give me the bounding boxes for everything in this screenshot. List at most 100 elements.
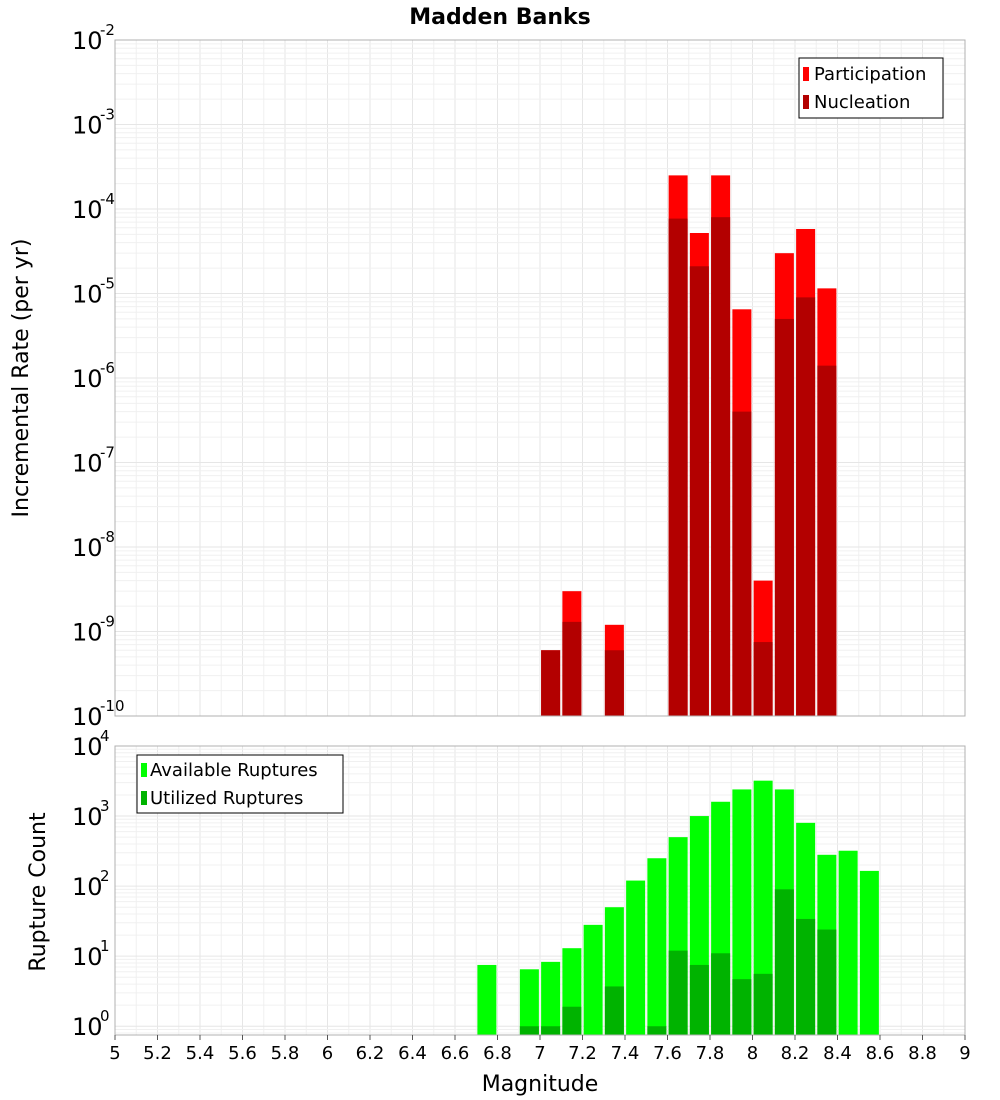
bottom-bar-utilized-ruptures	[689, 964, 709, 1035]
bottom-y-tick-exponent: 0	[100, 1007, 110, 1025]
top-y-tick-exponent: -5	[100, 275, 115, 293]
top-bar-nucleation	[604, 650, 624, 716]
top-bar-nucleation	[796, 297, 816, 716]
x-tick-label: 8.6	[866, 1043, 895, 1064]
top-bar-nucleation	[541, 650, 561, 716]
top-y-tick-exponent: -3	[100, 106, 115, 124]
x-tick-label: 8.8	[908, 1043, 937, 1064]
x-tick-label: 5.2	[143, 1043, 172, 1064]
bottom-bar-available-ruptures	[477, 964, 497, 1035]
top-y-tick-exponent: -2	[100, 21, 115, 39]
top-bar-nucleation	[562, 621, 582, 716]
bottom-y-tick-exponent: 1	[100, 937, 110, 955]
bottom-bar-available-ruptures	[647, 858, 667, 1035]
bottom-y-tick-label: 10	[72, 733, 103, 761]
bottom-bar-available-ruptures	[732, 789, 752, 1035]
top-y-tick-exponent: -6	[100, 359, 115, 377]
participation-legend-swatch	[803, 67, 809, 81]
x-tick-label: 5	[109, 1043, 120, 1064]
top-bar-nucleation	[711, 217, 731, 716]
bottom-bar-available-ruptures	[626, 880, 646, 1035]
top-bars	[541, 175, 837, 716]
available-ruptures-legend-label: Available Ruptures	[150, 760, 318, 781]
x-tick-label: 8.4	[823, 1043, 852, 1064]
nucleation-legend-label: Nucleation	[814, 92, 910, 113]
top-bar-nucleation	[732, 411, 752, 716]
top-bar-nucleation	[689, 266, 709, 716]
bottom-bar-utilized-ruptures	[668, 950, 688, 1035]
x-tick-label: 6.4	[398, 1043, 427, 1064]
top-bar-nucleation	[817, 365, 837, 716]
bottom-y-tick-label: 10	[72, 873, 103, 901]
top-y-tick-label: 10	[72, 365, 103, 393]
x-tick-label: 7.4	[611, 1043, 640, 1064]
top-y-tick-exponent: -4	[100, 190, 115, 208]
bottom-bars	[477, 780, 879, 1035]
bottom-y-axis-label: Rupture Count	[26, 812, 51, 972]
bottom-bar-utilized-ruptures	[711, 953, 731, 1035]
participation-legend-label: Participation	[814, 64, 926, 85]
top-y-tick-label: 10	[72, 703, 103, 731]
top-y-tick-exponent: -7	[100, 444, 115, 462]
top-bar-nucleation	[774, 318, 794, 716]
top-legend: Participation Nucleation	[798, 57, 944, 119]
top-y-tick-label: 10	[72, 27, 103, 55]
x-tick-label: 7.8	[696, 1043, 725, 1064]
bottom-bar-available-ruptures	[583, 924, 603, 1035]
top-y-tick-label: 10	[72, 112, 103, 140]
nucleation-legend-swatch	[803, 95, 809, 109]
bottom-bar-utilized-ruptures	[604, 986, 624, 1035]
bottom-legend: Available Ruptures Utilized Ruptures	[136, 754, 344, 814]
top-grid	[114, 39, 966, 717]
bottom-bar-available-ruptures	[541, 961, 561, 1035]
top-y-tick-exponent: -10	[100, 697, 125, 715]
bottom-y-tick-label: 10	[72, 803, 103, 831]
utilized-ruptures-legend-swatch	[141, 791, 147, 805]
bottom-bar-utilized-ruptures	[562, 1006, 582, 1035]
top-legend-box	[798, 57, 944, 119]
bottom-bar-available-ruptures	[838, 850, 858, 1035]
chart-title: Madden Banks	[409, 5, 590, 30]
top-y-tick-label: 10	[72, 196, 103, 224]
x-tick-label: 5.6	[228, 1043, 257, 1064]
x-tick-label: 9	[959, 1043, 970, 1064]
bottom-y-tick-label: 10	[72, 1013, 103, 1041]
x-tick-label: 6	[322, 1043, 333, 1064]
top-y-tick-label: 10	[72, 619, 103, 647]
bottom-bar-utilized-ruptures	[519, 1026, 539, 1035]
utilized-ruptures-legend-label: Utilized Ruptures	[150, 788, 303, 809]
x-tick-label: 7	[534, 1043, 545, 1064]
top-plot-frame	[114, 39, 966, 717]
top-y-tick-exponent: -8	[100, 528, 115, 546]
top-y-tick-exponent: -9	[100, 613, 115, 631]
bottom-bar-utilized-ruptures	[732, 979, 752, 1035]
x-tick-label: 6.8	[483, 1043, 512, 1064]
x-axis-label: Magnitude	[482, 1072, 599, 1097]
x-tick-label: 8	[747, 1043, 758, 1064]
x-tick-label: 5.8	[271, 1043, 300, 1064]
bottom-legend-box	[136, 754, 344, 814]
bottom-bar-utilized-ruptures	[796, 918, 816, 1035]
bottom-bar-utilized-ruptures	[774, 889, 794, 1035]
bottom-bar-utilized-ruptures	[647, 1026, 667, 1035]
bottom-bar-utilized-ruptures	[541, 1026, 561, 1035]
bottom-y-tick-exponent: 2	[100, 867, 110, 885]
top-y-axis-label: Incremental Rate (per yr)	[9, 239, 34, 518]
bottom-bar-available-ruptures	[859, 870, 879, 1035]
top-y-tick-label: 10	[72, 534, 103, 562]
x-tick-label: 6.6	[441, 1043, 470, 1064]
bottom-y-tick-exponent: 3	[100, 797, 110, 815]
top-y-tick-label: 10	[72, 450, 103, 478]
top-y-tick-label: 10	[72, 281, 103, 309]
bottom-bar-utilized-ruptures	[817, 929, 837, 1035]
bottom-bar-available-ruptures	[753, 780, 773, 1035]
bottom-y-tick-exponent: 4	[100, 727, 110, 745]
bottom-x-ticks: 5 5.2 5.4 5.6 5.8 6 6.2 6.4 6.6 6.8 7 7.2 7.4 7.6 7.8 8…	[109, 1035, 971, 1064]
x-tick-label: 7.6	[653, 1043, 682, 1064]
bottom-y-tick-label: 10	[72, 943, 103, 971]
